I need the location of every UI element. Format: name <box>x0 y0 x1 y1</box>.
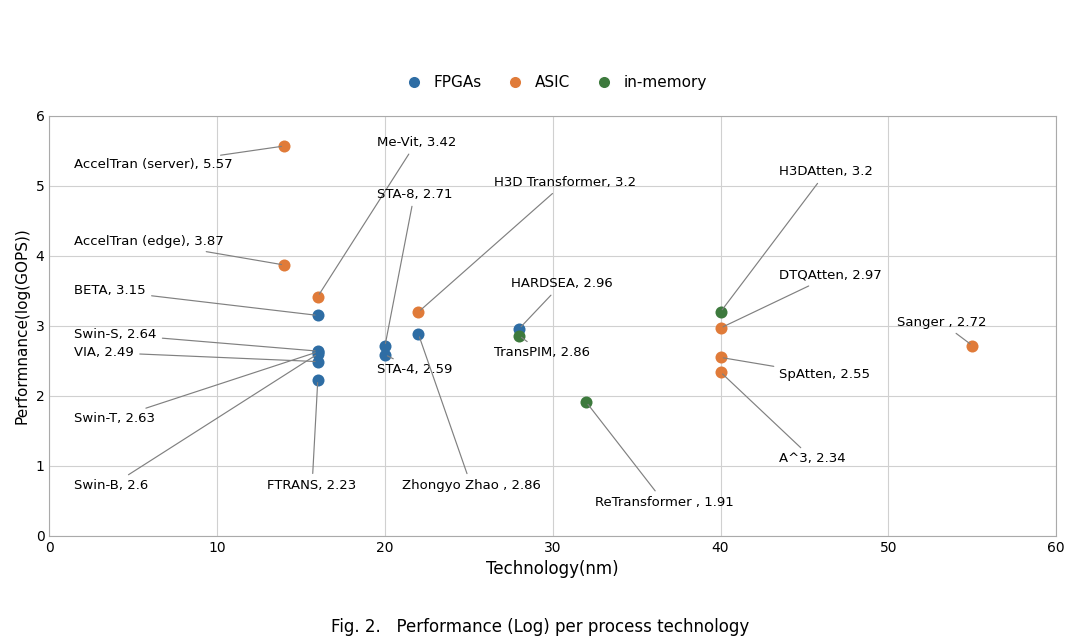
Point <box>712 352 729 362</box>
Point <box>309 310 326 320</box>
Point <box>511 330 528 341</box>
Point <box>275 141 293 151</box>
Text: VIA, 2.49: VIA, 2.49 <box>75 346 315 362</box>
Text: STA-4, 2.59: STA-4, 2.59 <box>377 356 451 376</box>
Text: SpAtten, 2.55: SpAtten, 2.55 <box>724 358 870 382</box>
Text: ReTransformer , 1.91: ReTransformer , 1.91 <box>588 404 733 509</box>
Text: Me-Vit, 3.42: Me-Vit, 3.42 <box>320 136 456 294</box>
Point <box>309 292 326 302</box>
Point <box>309 357 326 367</box>
Text: Swin-B, 2.6: Swin-B, 2.6 <box>75 355 315 492</box>
Point <box>376 341 393 352</box>
Y-axis label: Performnance(log(GOPS)): Performnance(log(GOPS)) <box>15 228 30 424</box>
Text: Sanger , 2.72: Sanger , 2.72 <box>896 316 986 344</box>
Text: Swin-T, 2.63: Swin-T, 2.63 <box>75 353 315 425</box>
Point <box>275 260 293 270</box>
Point <box>712 367 729 377</box>
Legend: FPGAs, ASIC, in-memory: FPGAs, ASIC, in-memory <box>392 69 713 96</box>
Text: Swin-S, 2.64: Swin-S, 2.64 <box>75 328 315 351</box>
Point <box>309 346 326 356</box>
Point <box>409 329 427 339</box>
Point <box>309 375 326 385</box>
X-axis label: Technology(nm): Technology(nm) <box>486 560 619 578</box>
Text: DTQAtten, 2.97: DTQAtten, 2.97 <box>724 269 882 327</box>
Text: AccelTran (edge), 3.87: AccelTran (edge), 3.87 <box>75 235 282 265</box>
Text: TransPIM, 2.86: TransPIM, 2.86 <box>494 338 590 359</box>
Text: Zhongyo Zhao , 2.86: Zhongyo Zhao , 2.86 <box>402 337 541 492</box>
Text: AccelTran (server), 5.57: AccelTran (server), 5.57 <box>75 146 282 172</box>
Point <box>376 350 393 360</box>
Point <box>712 323 729 333</box>
Point <box>511 323 528 334</box>
Text: A^3, 2.34: A^3, 2.34 <box>723 374 846 465</box>
Point <box>578 397 595 407</box>
Text: HARDSEA, 2.96: HARDSEA, 2.96 <box>511 278 612 327</box>
Point <box>963 341 981 351</box>
Point <box>309 346 326 357</box>
Text: STA-8, 2.71: STA-8, 2.71 <box>377 188 453 343</box>
Text: Fig. 2.   Performance (Log) per process technology: Fig. 2. Performance (Log) per process te… <box>330 618 750 635</box>
Text: H3DAtten, 3.2: H3DAtten, 3.2 <box>723 165 873 309</box>
Point <box>309 349 326 359</box>
Text: H3D Transformer, 3.2: H3D Transformer, 3.2 <box>420 176 636 310</box>
Point <box>409 307 427 317</box>
Point <box>712 307 729 317</box>
Text: FTRANS, 2.23: FTRANS, 2.23 <box>268 383 356 492</box>
Text: BETA, 3.15: BETA, 3.15 <box>75 285 315 315</box>
